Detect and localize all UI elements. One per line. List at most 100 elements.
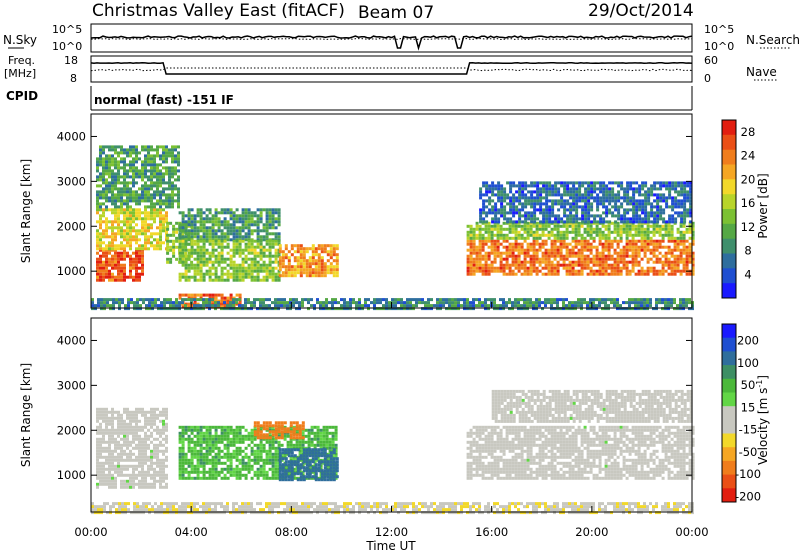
heatmap-cell (577, 239, 581, 243)
heatmap-cell (169, 307, 172, 311)
heatmap-cell (622, 307, 625, 311)
heatmap-cell (532, 257, 536, 261)
heatmap-cell (111, 476, 114, 480)
heatmap-cell (168, 184, 171, 188)
heatmap-cell (335, 244, 339, 248)
heatmap-cell (667, 307, 670, 311)
heatmap-cell (178, 232, 182, 236)
heatmap-cell (165, 217, 168, 221)
heatmap-cell (481, 266, 485, 270)
heatmap-cell (187, 458, 191, 462)
heatmap-cell (308, 256, 312, 260)
heatmap-cell (123, 202, 126, 206)
heatmap-cell (138, 278, 141, 282)
heatmap-cell (141, 269, 144, 273)
heatmap-cell (688, 245, 692, 249)
heatmap-cell (187, 223, 191, 227)
heatmap-cell (193, 455, 197, 459)
heatmap-cell (114, 187, 117, 191)
heatmap-cell (253, 214, 257, 218)
heatmap-cell (502, 239, 506, 243)
heatmap-cell (659, 211, 663, 215)
heatmap-cell (202, 220, 206, 224)
heatmap-cell (159, 440, 162, 444)
heatmap-cell (111, 479, 114, 483)
heatmap-cell (610, 269, 614, 273)
heatmap-cell (568, 301, 571, 305)
heatmap-cell (563, 199, 567, 203)
heatmap-cell (147, 157, 150, 161)
heatmap-cell (640, 227, 644, 231)
heatmap-cell (632, 196, 636, 200)
heatmap-cell (159, 241, 162, 245)
heatmap-cell (556, 301, 559, 305)
heatmap-cell (613, 298, 616, 302)
heatmap-cell (265, 298, 268, 302)
heatmap-cell (412, 298, 415, 302)
heatmap-cell (494, 205, 498, 209)
heatmap-cell (679, 239, 683, 243)
heatmap-cell (153, 428, 156, 432)
heatmap-cell (132, 464, 135, 468)
heatmap-cell (689, 193, 693, 197)
heatmap-cell (187, 275, 191, 279)
heatmap-cell (96, 458, 99, 462)
heatmap-cell (625, 230, 629, 234)
heatmap-cell (181, 437, 185, 441)
heatmap-cell (682, 224, 686, 228)
heatmap-cell (120, 479, 123, 483)
heatmap-cell (135, 154, 138, 158)
heatmap-cell (649, 266, 653, 270)
heatmap-cell (277, 214, 281, 218)
heatmap-cell (150, 232, 153, 236)
heatmap-cell (226, 299, 230, 303)
heatmap-cell (562, 224, 566, 228)
heatmap-cell (217, 229, 221, 233)
heatmap-cell (652, 260, 656, 264)
heatmap-cell (159, 485, 162, 489)
heatmap-cell (485, 187, 489, 191)
heatmap-cell (147, 163, 150, 167)
heatmap-cell (608, 202, 612, 206)
heatmap-cell (271, 275, 275, 279)
heatmap-cell (631, 239, 635, 243)
heatmap-cell (647, 220, 651, 224)
heatmap-cell (96, 437, 99, 441)
heatmap-cell (592, 230, 596, 234)
heatmap-cell (527, 184, 531, 188)
heatmap-cell (589, 227, 593, 231)
heatmap-cell (141, 251, 144, 255)
heatmap-cell (508, 298, 511, 302)
y-tick-label: 2000 (57, 219, 86, 233)
heatmap-cell (181, 428, 185, 432)
heatmap-cell (535, 236, 539, 240)
heatmap-cell (165, 151, 168, 155)
heatmap-cell (184, 229, 188, 233)
heatmap-cell (247, 235, 251, 239)
heatmap-cell (296, 250, 300, 254)
heatmap-cell (542, 214, 546, 218)
heatmap-cell (650, 190, 654, 194)
heatmap-cell (638, 214, 642, 218)
heatmap-cell (445, 301, 448, 305)
heatmap-cell (635, 205, 639, 209)
heatmap-cell (244, 307, 247, 311)
heatmap-cell (601, 269, 605, 273)
heatmap-cell (517, 233, 521, 237)
heatmap-cell (144, 211, 147, 215)
heatmap-cell (196, 304, 199, 308)
heatmap-cell (634, 233, 638, 237)
heatmap-cell (129, 275, 132, 279)
heatmap-cell (159, 181, 162, 185)
heatmap-cell (616, 239, 620, 243)
heatmap-cell (485, 184, 489, 188)
heatmap-cell (553, 263, 557, 267)
heatmap-cell (616, 260, 620, 264)
heatmap-cell (466, 248, 470, 252)
heatmap-cell (108, 275, 111, 279)
heatmap-cell (533, 196, 537, 200)
heatmap-cell (103, 298, 106, 302)
heatmap-cell (235, 263, 239, 267)
heatmap-cell (442, 301, 445, 305)
heatmap-cell (665, 181, 669, 185)
